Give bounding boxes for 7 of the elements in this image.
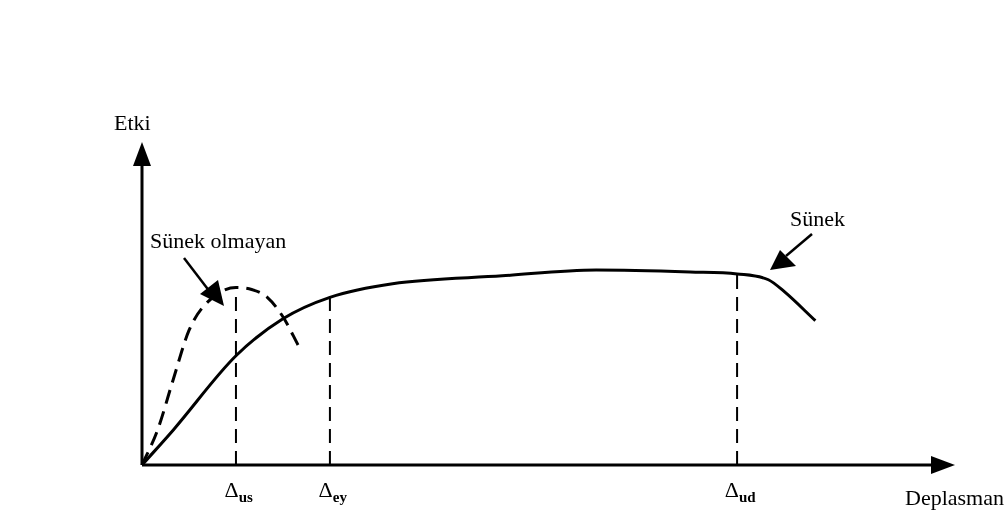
x-tick-label: Δ$_{ud}$ [724, 477, 756, 507]
text: Etki [114, 110, 151, 136]
x-tick-label: Δ$_{us}$ [224, 477, 253, 507]
x-tick-label: Δ$_{ey}$ [318, 477, 347, 507]
text: Sünek olmayan [150, 228, 287, 254]
text: Sünek [790, 206, 845, 232]
x-axis-title: Deplasman [905, 485, 1004, 511]
